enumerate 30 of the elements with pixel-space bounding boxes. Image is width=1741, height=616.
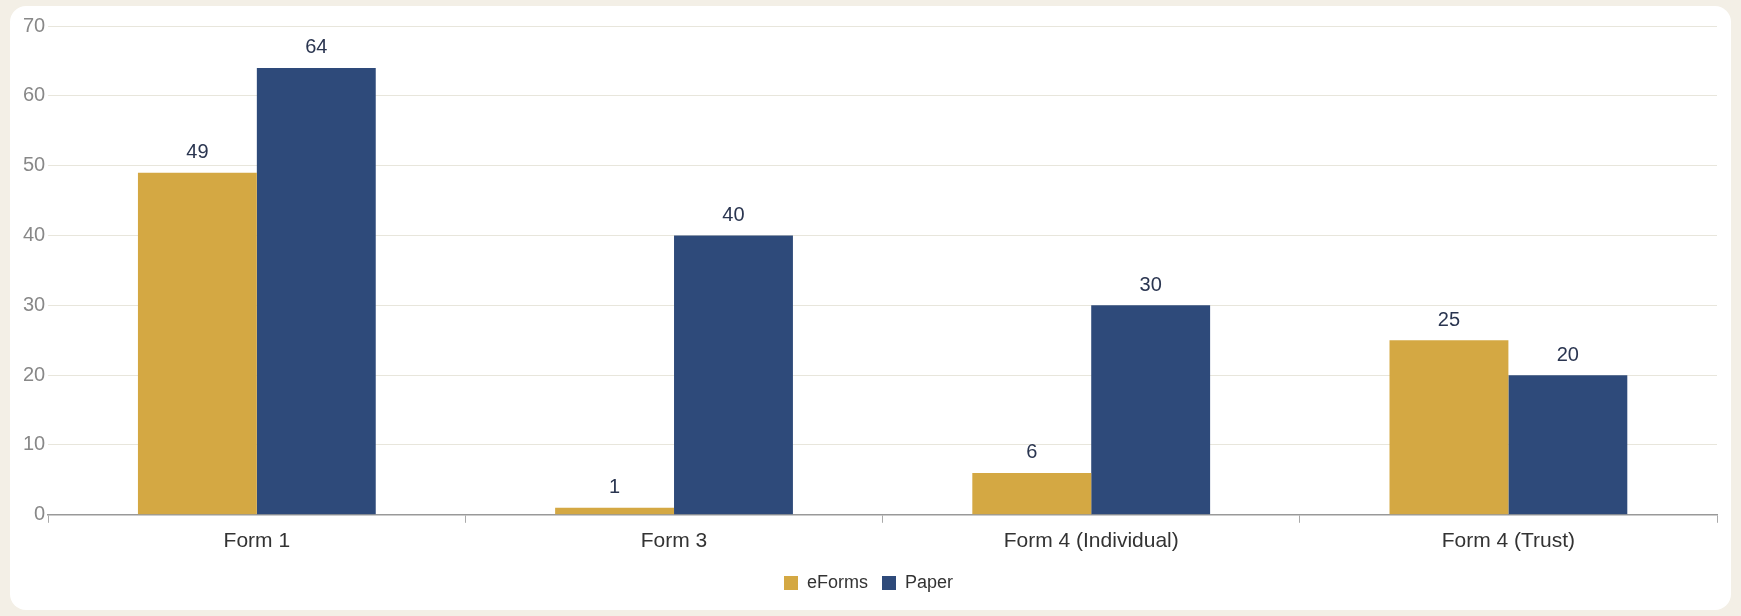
y-tick-label: 70 — [23, 13, 46, 36]
y-tick-label: 10 — [23, 432, 46, 455]
data-label: 20 — [1556, 342, 1579, 365]
bar — [1389, 340, 1509, 515]
data-label: 6 — [1026, 440, 1038, 463]
data-label: 40 — [722, 203, 745, 225]
legend-label: Paper — [904, 571, 954, 592]
y-tick-label: 40 — [23, 223, 46, 245]
y-tick-label: 20 — [23, 362, 46, 385]
data-label: 1 — [609, 475, 621, 498]
data-label: 30 — [1139, 272, 1162, 295]
bar — [1508, 375, 1628, 515]
x-tick-label: Form 1 — [223, 528, 291, 552]
legend-label: eForms — [806, 571, 868, 592]
bar — [1091, 305, 1211, 515]
data-label: 64 — [305, 35, 328, 58]
bar — [137, 172, 257, 515]
x-tick-label: Form 4 (Trust) — [1441, 528, 1576, 552]
data-label: 49 — [186, 140, 209, 163]
x-tick-label: Form 3 — [640, 528, 708, 552]
bar — [256, 67, 376, 515]
bar — [972, 472, 1092, 515]
y-tick-label: 50 — [23, 153, 46, 176]
bar — [674, 235, 793, 515]
y-tick-label: 0 — [34, 502, 46, 525]
x-tick-label: Form 4 (Individual) — [1003, 528, 1179, 552]
bar — [555, 507, 675, 515]
data-label: 25 — [1437, 307, 1461, 330]
y-tick-label: 30 — [23, 292, 46, 315]
y-tick-label: 60 — [23, 83, 46, 106]
